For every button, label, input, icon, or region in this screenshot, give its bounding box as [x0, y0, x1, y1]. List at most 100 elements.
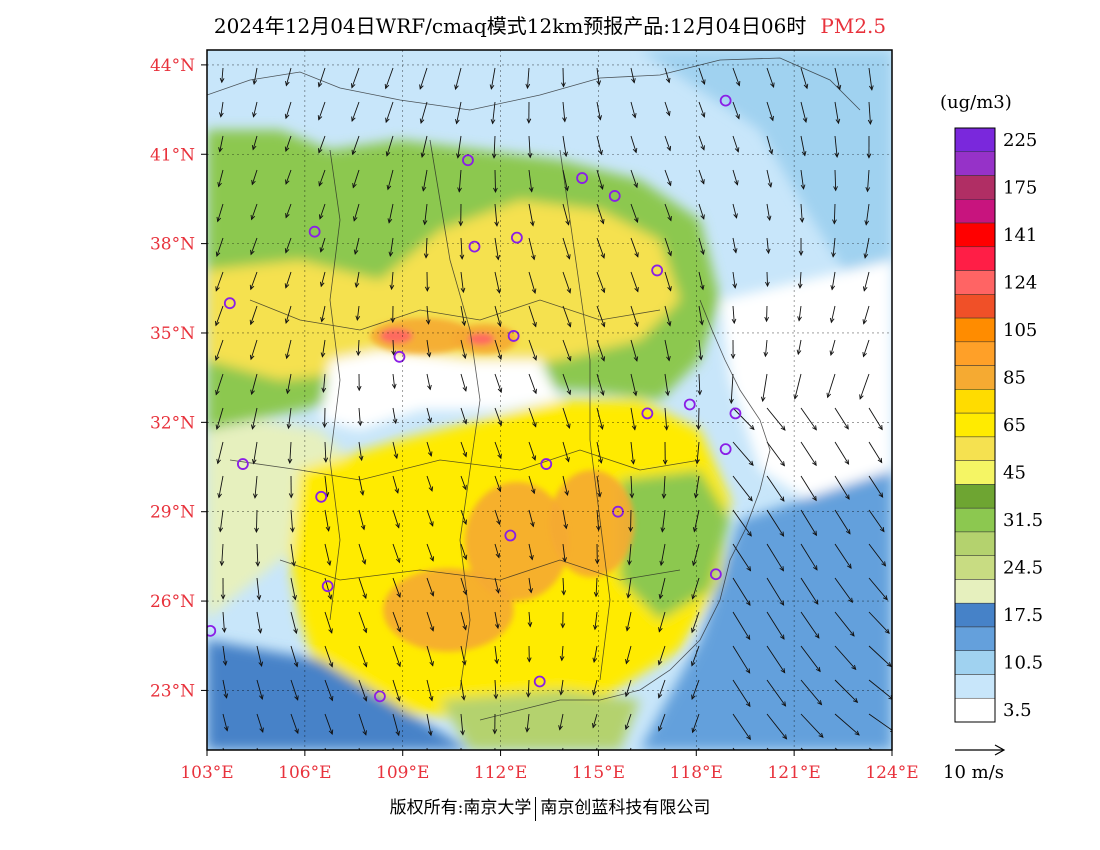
wind-arrow-92 — [630, 203, 639, 224]
wind-arrow-345 — [392, 645, 401, 668]
wind-arrow-167 — [460, 339, 467, 360]
wind-arrow-60 — [217, 169, 224, 188]
legend-label-24: 3.5 — [1003, 700, 1032, 721]
province-line-6 — [329, 149, 341, 621]
wind-arrow-229 — [528, 441, 537, 461]
wind-arrow-335 — [732, 611, 751, 641]
wind-arrow-377 — [800, 679, 823, 706]
wind-arrow-113 — [664, 237, 672, 257]
wind-arrow-270 — [562, 509, 568, 530]
city-marker-23 — [533, 675, 546, 688]
legend-swatch-21 — [954, 626, 996, 651]
wind-arrow-159 — [862, 305, 870, 325]
wind-arrow-154 — [698, 305, 704, 326]
wind-arrow-130 — [562, 271, 572, 294]
wind-arrow-165 — [391, 339, 396, 356]
wind-arrow-90 — [562, 203, 570, 226]
wind-arrow-2 — [285, 67, 292, 87]
wind-arrow-16 — [766, 67, 775, 88]
wind-arrow-327 — [460, 611, 468, 631]
wind-arrow-157 — [797, 305, 802, 322]
wind-arrow-314 — [691, 577, 700, 600]
lat-label-26: 26°N — [150, 592, 195, 612]
wind-arrow-14 — [698, 67, 706, 85]
wind-arrow-66 — [421, 169, 428, 192]
wind-arrow-132 — [630, 271, 639, 293]
wind-arrow-171 — [596, 339, 606, 362]
wind-arrow-86 — [422, 203, 428, 226]
wind-arrow-415 — [732, 747, 736, 750]
wind-arrow-52 — [630, 135, 638, 154]
lat-label-44: 44°N — [150, 56, 195, 76]
wind-reference: 10 m/s — [943, 744, 1006, 783]
wind-arrow-33 — [664, 101, 671, 117]
wind-arrow-53 — [664, 135, 672, 152]
wind-arrow-357 — [800, 645, 821, 673]
legend-swatch-14 — [954, 460, 996, 485]
wind-arrow-282 — [290, 543, 296, 567]
lon-label-109: 109°E — [376, 763, 429, 783]
lon-label-106: 106°E — [278, 763, 331, 783]
wind-arrow-211 — [596, 407, 604, 431]
wind-arrow-396 — [766, 713, 788, 740]
wind-reference-arrowhead — [994, 744, 1006, 756]
legend-label-10: 85 — [1003, 367, 1026, 388]
wind-arrow-8 — [489, 67, 496, 90]
legend-label-18: 24.5 — [1003, 558, 1043, 579]
wind-arrow-184 — [356, 373, 362, 392]
wind-arrow-11 — [596, 67, 602, 86]
field-south-sea — [640, 470, 892, 750]
wind-arrow-264 — [358, 509, 366, 531]
wind-arrow-195 — [729, 373, 734, 405]
wind-arrow-162 — [285, 339, 292, 360]
wind-arrow-383 — [324, 713, 334, 736]
wind-arrow-389 — [525, 713, 530, 733]
wind-arrow-223 — [323, 441, 329, 463]
wind-arrow-123 — [319, 271, 326, 288]
wind-arrow-29 — [526, 101, 532, 124]
wind-arrow-103 — [319, 237, 326, 253]
wind-arrow-206 — [426, 407, 433, 424]
legend-labels: 225 175 141 124 105 85 65 45 31.5 24.5 17.5 10.5 3.5 — [1003, 130, 1043, 721]
legend-swatch-3 — [954, 199, 996, 224]
wind-arrow-41 — [251, 135, 258, 151]
field-north-china-band — [207, 200, 680, 380]
wind-arrow-166 — [426, 339, 432, 358]
wind-arrow-351 — [592, 645, 598, 664]
title-variable: PM2.5 — [820, 14, 887, 38]
city-marker-12 — [641, 407, 654, 420]
wind-arrow-22 — [284, 101, 292, 120]
wind-arrow-284 — [358, 543, 367, 565]
wind-arrow-32 — [630, 101, 637, 119]
wind-arrow-285 — [392, 543, 401, 564]
wind-arrow-88 — [494, 203, 499, 227]
wind-arrow-23 — [317, 101, 326, 121]
legend-label-14: 45 — [1003, 463, 1026, 484]
city-marker-16 — [236, 458, 249, 470]
coastline — [479, 299, 771, 721]
wind-arrow-280 — [219, 543, 225, 567]
field-south-coast — [440, 690, 640, 750]
wind-arrow-305 — [392, 577, 401, 599]
wind-arrow-365 — [392, 679, 401, 702]
wind-arrow-225 — [392, 441, 399, 460]
wind-arrow-155 — [731, 305, 737, 325]
wind-arrow-265 — [392, 509, 400, 529]
wind-arrow-346 — [426, 645, 434, 667]
wind-arrow-274 — [692, 509, 700, 533]
wind-arrow-329 — [527, 611, 533, 628]
city-markers — [207, 94, 742, 703]
wind-arrow-24 — [351, 101, 360, 122]
wind-arrow-100 — [215, 237, 224, 258]
city-marker-20 — [709, 568, 722, 581]
wind-arrow-61 — [251, 169, 258, 186]
legend-label-20: 17.5 — [1003, 605, 1043, 626]
wind-arrow-337 — [800, 611, 820, 639]
legend-swatch-17 — [954, 531, 996, 556]
wind-arrow-180 — [215, 373, 224, 396]
wind-arrow-312 — [626, 577, 632, 599]
wind-arrow-339 — [868, 611, 890, 634]
wind-arrow-26 — [419, 101, 428, 125]
wind-arrow-134 — [698, 271, 705, 291]
legend-label-2: 175 — [1003, 177, 1037, 198]
